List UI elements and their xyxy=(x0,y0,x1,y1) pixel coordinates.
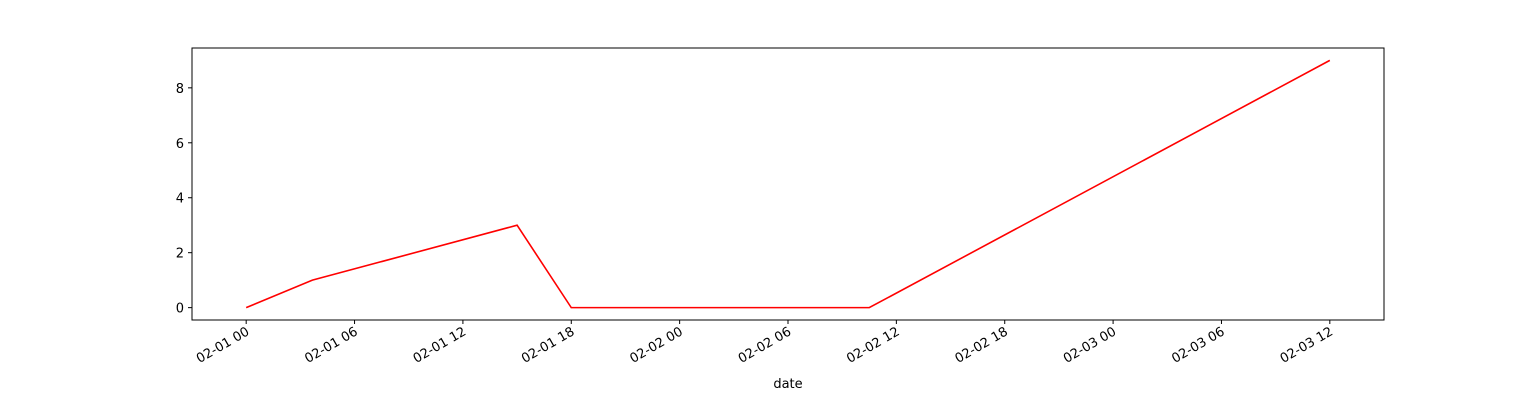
line xyxy=(245,59,1331,309)
y-tick-label: 2 xyxy=(176,247,184,262)
y-tick-label: 0 xyxy=(176,302,184,317)
x-axis-label: date xyxy=(773,377,802,392)
y-tick-label: 6 xyxy=(176,137,184,152)
y-tick-label: 8 xyxy=(176,82,184,97)
plot-frame xyxy=(191,47,1385,321)
y-tick-label: 4 xyxy=(176,192,184,207)
